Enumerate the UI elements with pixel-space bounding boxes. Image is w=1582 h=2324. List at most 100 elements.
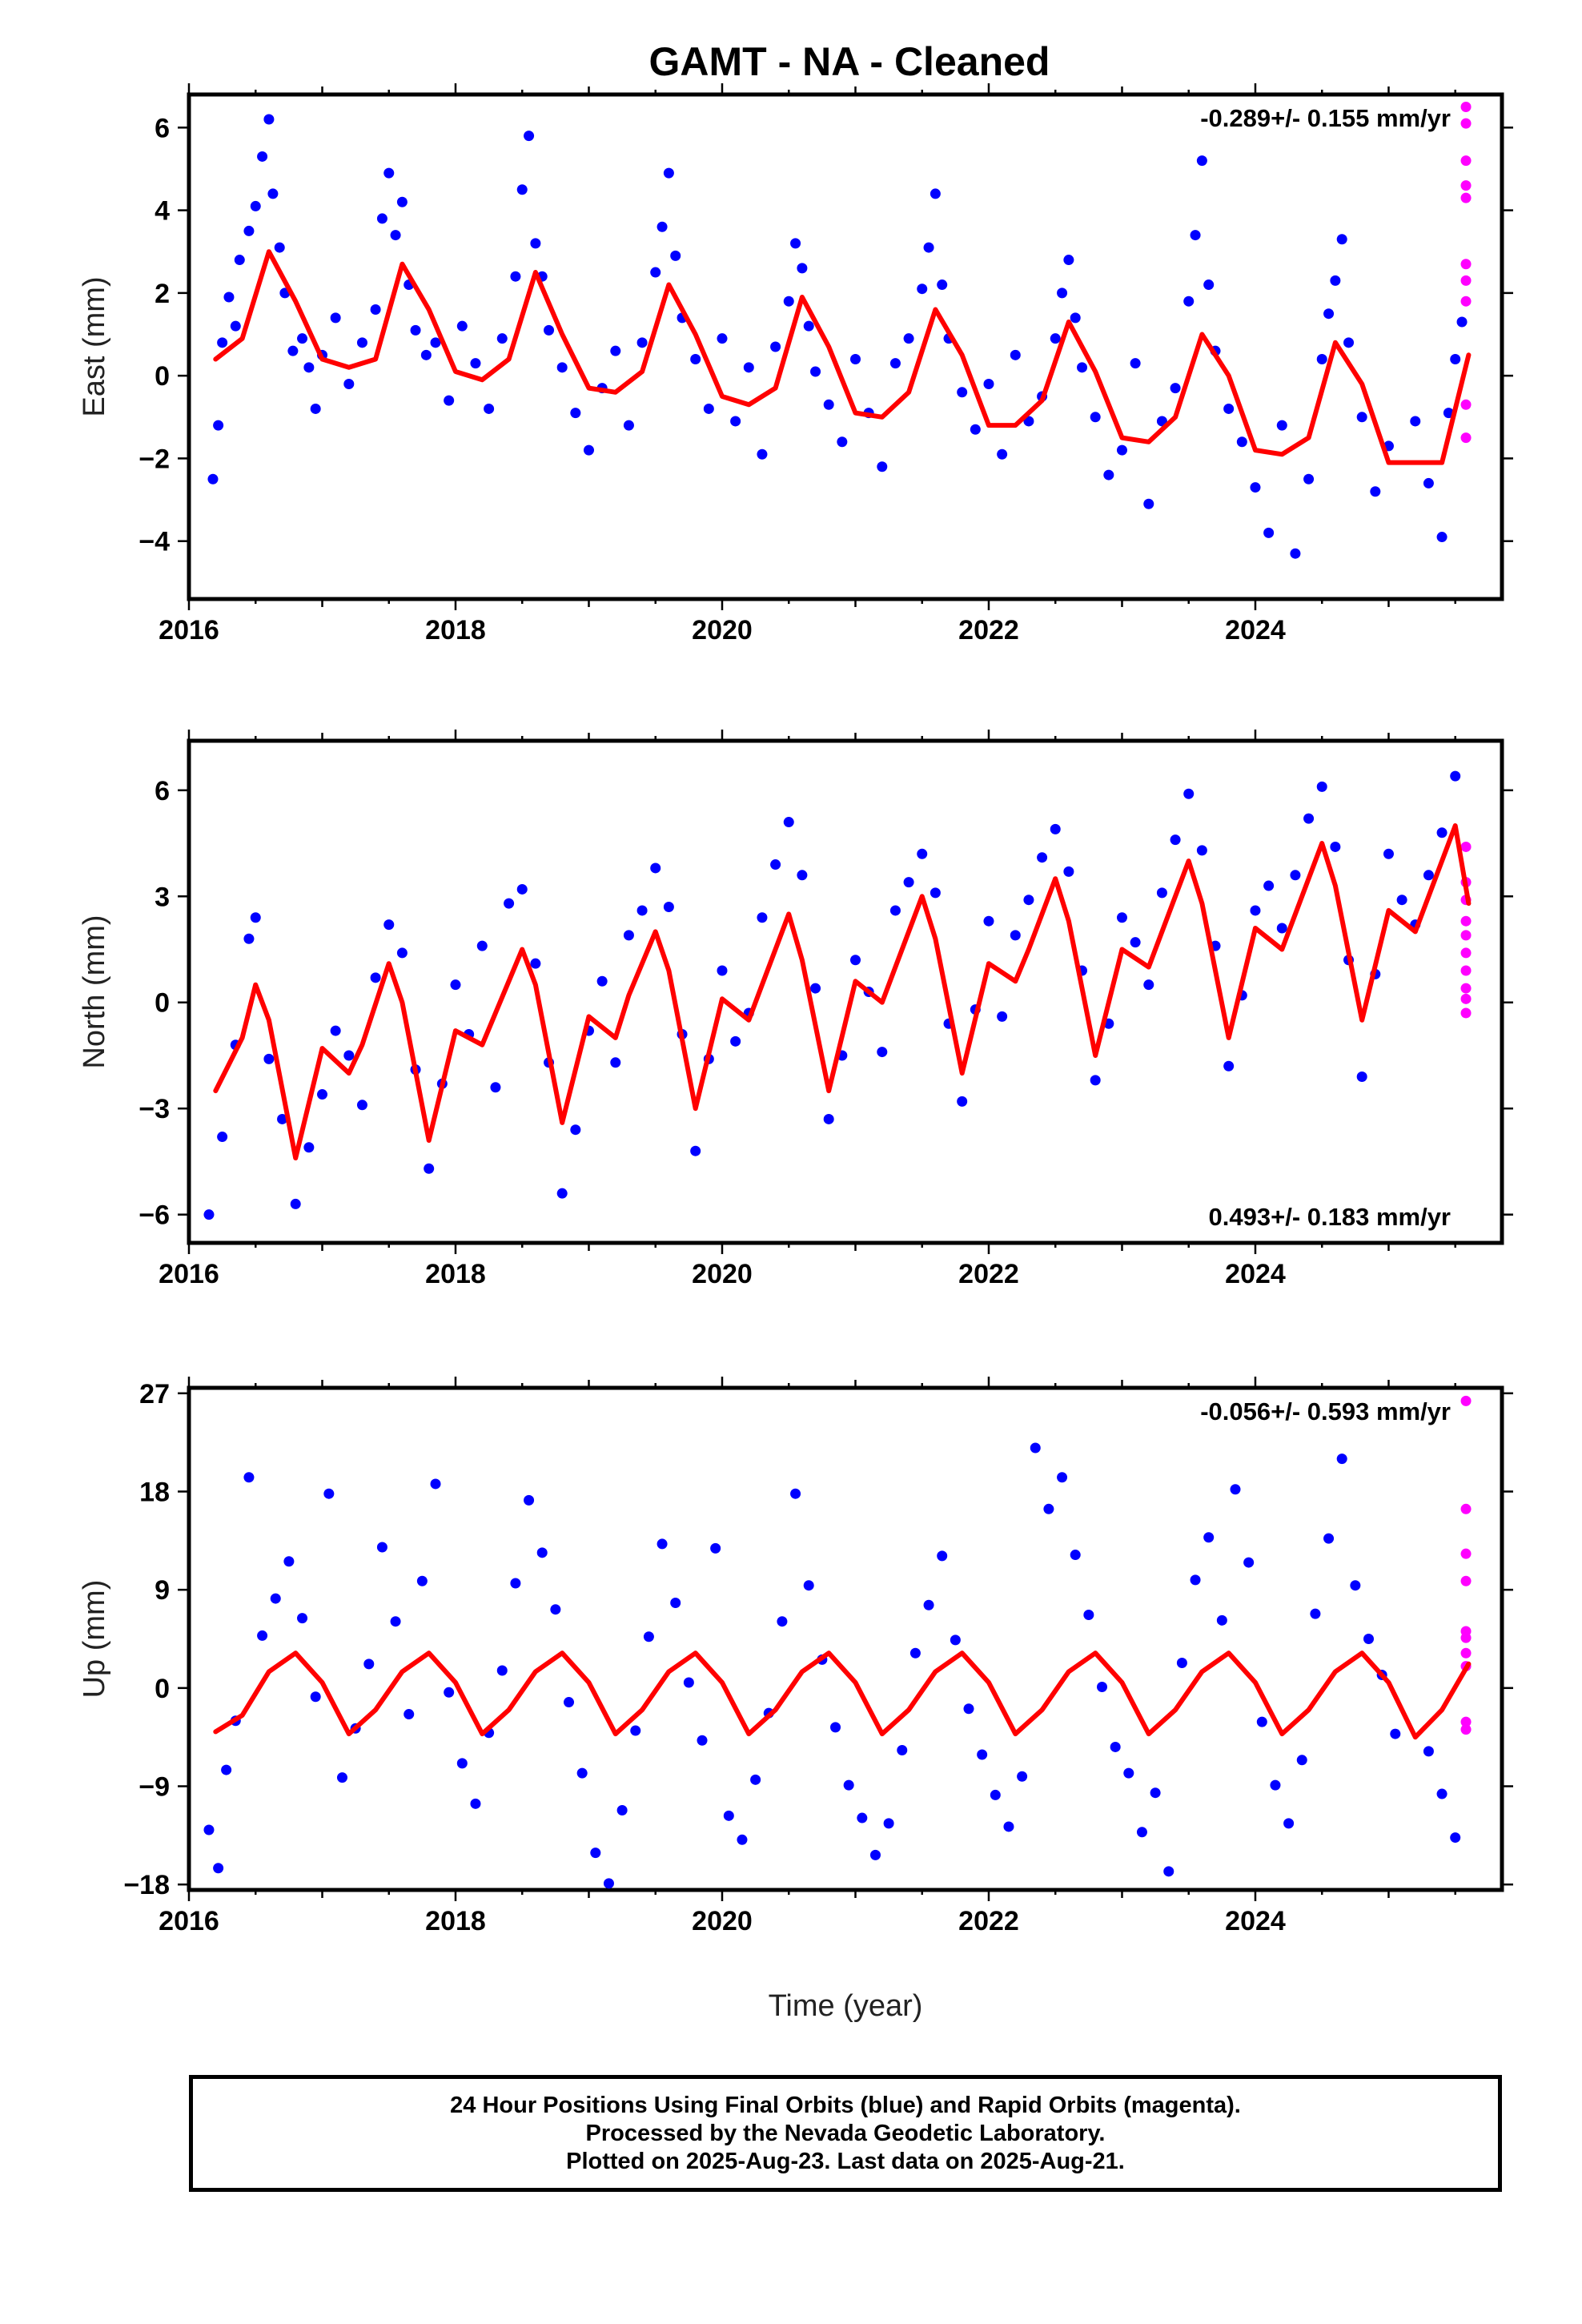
north-final-point — [1276, 923, 1287, 934]
up-rapid-point — [1460, 1724, 1472, 1735]
up-x-tick-label: 2018 — [425, 1906, 486, 1936]
east-panel: 2016 2018 2020 2022 2024 −4 −2 0 2 4 6 East (mm) -0.… — [78, 83, 1513, 645]
north-final-point — [823, 1113, 834, 1124]
east-final-point — [544, 324, 555, 336]
east-final-point — [524, 131, 535, 142]
north-final-point — [217, 1132, 228, 1143]
up-y-axis-label: Up (mm) — [78, 1580, 111, 1699]
up-final-point — [723, 1810, 734, 1821]
up-final-point — [444, 1687, 455, 1698]
east-final-point — [1143, 498, 1154, 509]
up-final-point — [496, 1665, 508, 1676]
east-final-point — [410, 324, 421, 336]
up-rate-label: -0.056+/- 0.593 mm/yr — [1200, 1397, 1451, 1425]
north-final-point — [330, 1025, 341, 1036]
north-final-point — [1303, 813, 1315, 824]
east-final-point — [849, 353, 861, 364]
up-final-point — [1176, 1657, 1187, 1668]
east-final-point — [1050, 333, 1061, 344]
east-rapid-point — [1460, 180, 1472, 191]
up-rapid-point — [1460, 1647, 1472, 1659]
east-final-point — [1303, 473, 1315, 485]
up-final-point — [1230, 1484, 1241, 1495]
up-final-point — [897, 1745, 908, 1756]
up-final-point — [883, 1818, 894, 1829]
north-final-point — [1130, 937, 1141, 948]
north-final-point — [450, 979, 461, 991]
up-final-point — [1423, 1746, 1434, 1757]
north-final-point — [1423, 870, 1434, 881]
east-final-point — [970, 424, 981, 435]
north-final-point — [623, 930, 634, 941]
up-final-point — [830, 1722, 841, 1733]
east-final-point — [1410, 416, 1421, 427]
up-final-point — [1097, 1681, 1108, 1692]
east-data-layer — [207, 101, 1472, 559]
north-data-layer — [203, 770, 1472, 1220]
north-final-point — [1436, 827, 1447, 838]
east-final-point — [223, 292, 235, 303]
east-final-point — [1190, 230, 1201, 241]
north-final-point — [997, 1011, 1008, 1022]
east-final-point — [1263, 527, 1275, 538]
north-final-point — [1383, 848, 1394, 859]
north-final-point — [1183, 788, 1195, 799]
up-x-tick-label: 2020 — [692, 1906, 753, 1936]
north-final-point — [516, 883, 528, 895]
up-final-point — [869, 1849, 881, 1860]
up-final-point — [616, 1804, 628, 1815]
up-final-point — [1436, 1788, 1447, 1799]
north-x-tick-label: 2022 — [958, 1259, 1019, 1289]
up-final-point — [1350, 1580, 1361, 1591]
east-final-point — [1276, 420, 1287, 431]
up-final-point — [603, 1878, 614, 1889]
up-final-point — [1017, 1771, 1028, 1782]
up-final-point — [1296, 1755, 1307, 1766]
east-final-point — [1010, 349, 1021, 360]
up-final-point — [376, 1542, 387, 1553]
east-final-point — [917, 283, 928, 295]
north-final-point — [343, 1050, 355, 1061]
up-final-point — [977, 1749, 988, 1760]
east-final-point — [803, 320, 814, 332]
north-final-point — [277, 1113, 288, 1124]
up-final-point — [363, 1659, 375, 1670]
north-final-point — [917, 848, 928, 859]
east-final-point — [234, 255, 245, 266]
up-y-tick-label: 9 — [155, 1575, 170, 1606]
x-axis-label: Time (year) — [769, 1989, 923, 2023]
east-final-point — [516, 184, 528, 195]
east-final-point — [923, 242, 934, 253]
east-final-point — [1203, 279, 1215, 291]
caption-line-3: Plotted on 2025-Aug-23. Last data on 202… — [566, 2148, 1125, 2174]
up-final-point — [310, 1691, 321, 1703]
up-final-point — [790, 1488, 801, 1499]
north-rapid-point — [1460, 965, 1472, 976]
north-final-point — [303, 1142, 315, 1153]
north-final-point — [243, 933, 255, 944]
north-final-point — [810, 983, 821, 994]
east-x-tick-label: 2024 — [1225, 615, 1286, 645]
east-final-point — [207, 473, 219, 485]
north-final-point — [1170, 834, 1181, 846]
east-fit-line — [213, 249, 1472, 465]
east-final-point — [783, 296, 794, 307]
up-final-point — [1083, 1610, 1094, 1621]
up-final-point — [1216, 1614, 1227, 1626]
north-rapid-point — [1460, 993, 1472, 1004]
east-y-tick-label: 0 — [155, 361, 170, 392]
up-y-tick-label: −9 — [139, 1772, 170, 1803]
east-final-point — [1170, 383, 1181, 394]
east-final-point — [1290, 548, 1301, 559]
east-final-point — [257, 151, 268, 162]
up-final-point — [456, 1758, 468, 1769]
up-y-tick-label: 0 — [155, 1674, 170, 1704]
up-final-point — [536, 1547, 548, 1558]
east-final-point — [877, 461, 888, 472]
north-rapid-point — [1460, 983, 1472, 994]
east-final-point — [250, 200, 261, 211]
north-final-point — [690, 1145, 701, 1156]
east-final-point — [1063, 255, 1074, 266]
up-final-point — [710, 1542, 721, 1554]
north-final-point — [1223, 1060, 1235, 1072]
